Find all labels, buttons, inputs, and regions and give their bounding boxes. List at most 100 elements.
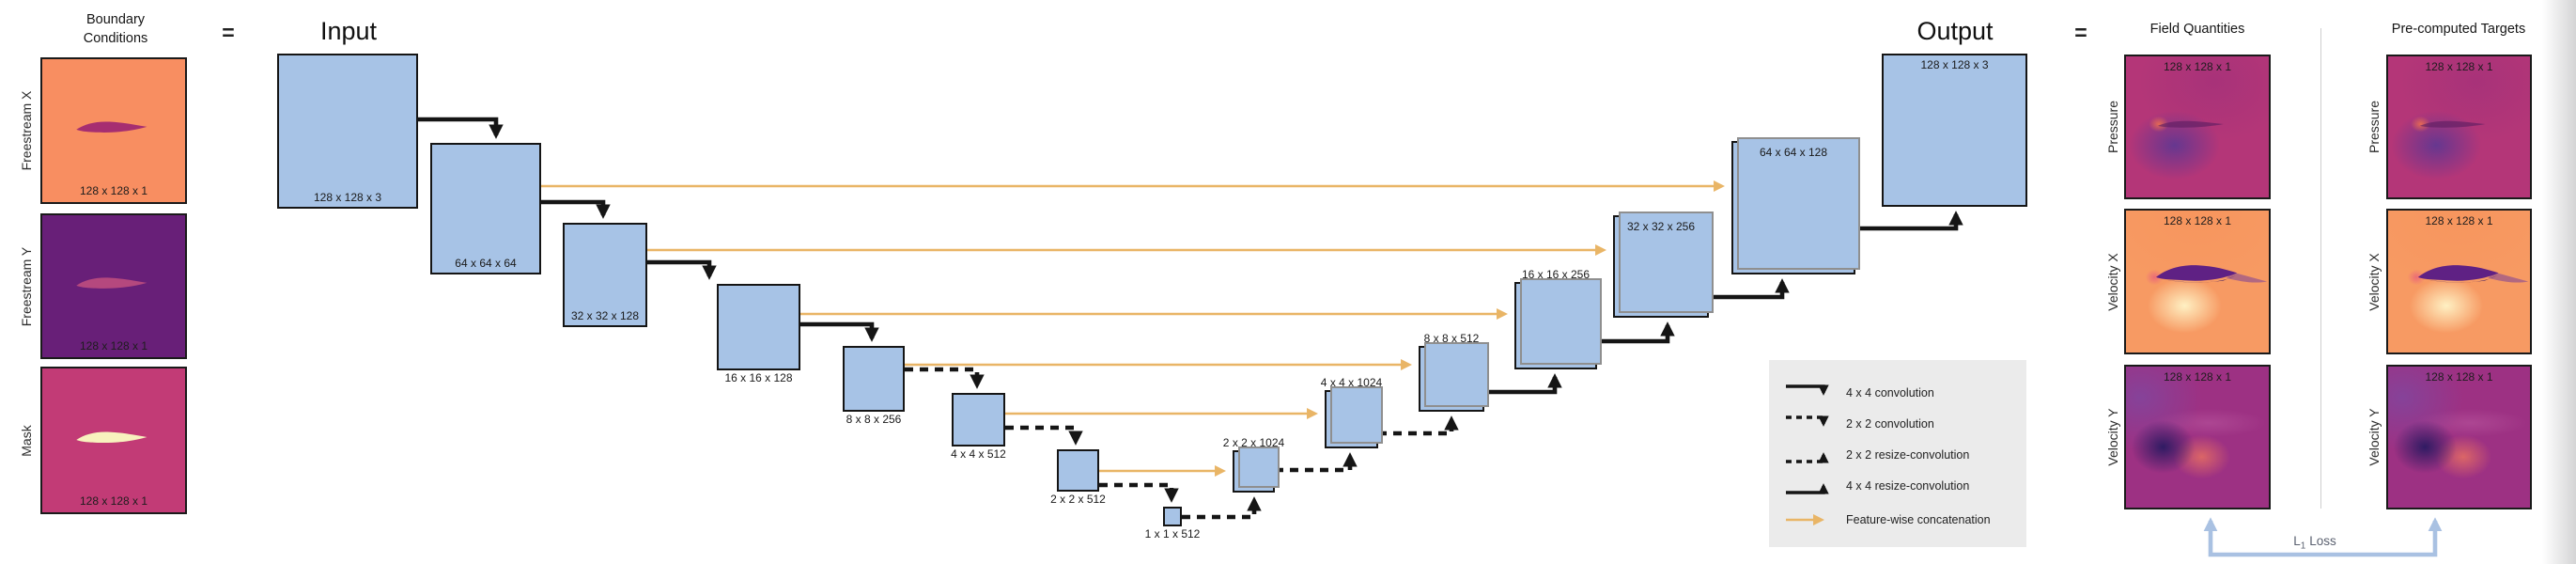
airfoil-silhouette-icon: [76, 121, 147, 133]
unet-block-16x16x256: 16 x 16 x 256: [1514, 268, 1602, 369]
resize-conv-2x2-arrows: [1182, 415, 1459, 520]
dashed-down-arrow-icon: [1786, 415, 1829, 427]
unet-block-64x64x128: 64 x 64 x 128: [1731, 137, 1860, 274]
airfoil-silhouette-icon: [2158, 120, 2225, 128]
boundary-title-line2: Conditions: [83, 30, 148, 46]
image-dim-label: 128 x 128 x 1: [2163, 60, 2232, 73]
unet-block-4x4x1024: 4 x 4 x 1024: [1321, 376, 1383, 448]
output-title: Output: [1916, 17, 1994, 45]
unet-block-32x32x128: 32 x 32 x 128: [563, 223, 647, 327]
freestream-x-label: Freestream X: [19, 90, 34, 171]
airfoil-silhouette-icon: [2418, 265, 2529, 283]
image-dim-label: 128 x 128 x 1: [2163, 370, 2232, 384]
target-velocity-y-label: Velocity Y: [2367, 408, 2382, 466]
skip-connection-lines: [541, 180, 1725, 477]
block-dim-label: 128 x 128 x 3: [1920, 58, 1989, 71]
legend-label: Feature-wise concatenation: [1846, 513, 1991, 526]
airfoil-silhouette-icon: [76, 277, 147, 289]
freestream-x-image: 128 x 128 x 1: [40, 57, 187, 204]
conv-4x4-arrows: [418, 117, 879, 342]
target-pressure-image: 128 x 128 x 1: [2386, 55, 2532, 199]
block-dim-label: 128 x 128 x 3: [313, 191, 382, 204]
block-dim-label: 32 x 32 x 128: [570, 309, 640, 322]
equals-sign-right: =: [2074, 20, 2087, 45]
solid-down-arrow-icon: [1786, 384, 1829, 396]
loss-rest: Loss: [2309, 534, 2336, 548]
block-dim-label: 4 x 4 x 512: [951, 447, 1006, 461]
l1-loss-label: L1 Loss: [2293, 534, 2336, 552]
field-velocity-x-label: Velocity X: [2105, 253, 2120, 311]
resize-conv-4x4-arrows: [1484, 211, 1963, 395]
legend-box: 4 x 4 convolution 2 x 2 convolution 2 x …: [1769, 360, 2026, 547]
field-quantities-title: Field Quantities: [2149, 22, 2245, 37]
image-dim-label: 128 x 128 x 1: [79, 339, 148, 352]
right-edge-fade: [2542, 0, 2576, 564]
field-pressure-image: 128 x 128 x 1: [2124, 55, 2271, 199]
loss-sub: 1: [2300, 540, 2306, 552]
image-dim-label: 128 x 128 x 1: [2425, 60, 2493, 73]
unet-block-2x2x1024: 2 x 2 x 1024: [1223, 436, 1284, 493]
legend-item-concatenation: Feature-wise concatenation: [1784, 509, 1991, 531]
field-velocity-y-image: 128 x 128 x 1: [2124, 365, 2271, 509]
l1-loss-connector: [2203, 517, 2443, 557]
target-velocity-x-label: Velocity X: [2367, 253, 2382, 311]
unet-block-64x64x64: 64 x 64 x 64: [430, 143, 541, 274]
target-velocity-x-image: 128 x 128 x 1: [2386, 209, 2532, 354]
solid-up-arrow-icon: [1786, 483, 1829, 494]
orange-right-arrow-icon: [1786, 514, 1824, 525]
mask-image: 128 x 128 x 1: [40, 367, 187, 514]
boundary-title-line1: Boundary: [85, 12, 146, 27]
block-dim-label: 16 x 16 x 128: [724, 371, 793, 384]
block-dim-label: 64 x 64 x 128: [1759, 146, 1828, 159]
legend-item-resize-conv4x4: 4 x 4 resize-convolution: [1784, 475, 1969, 497]
freestream-y-label: Freestream Y: [19, 246, 34, 327]
field-velocity-y-label: Velocity Y: [2105, 408, 2120, 466]
column-divider: [2320, 28, 2321, 509]
image-dim-label: 128 x 128 x 1: [2425, 214, 2493, 227]
unet-block-input-128x128x3: 128 x 128 x 3: [277, 54, 418, 209]
block-dim-label: 2 x 2 x 1024: [1222, 436, 1285, 449]
legend-label: 2 x 2 convolution: [1846, 417, 1934, 431]
unet-block-1x1x512: 1 x 1 x 512: [1145, 507, 1200, 540]
legend-item-conv2x2: 2 x 2 convolution: [1784, 413, 1934, 435]
airfoil-silhouette-icon: [76, 431, 147, 443]
unet-block-8x8x512: 8 x 8 x 512: [1419, 332, 1489, 412]
mask-label: Mask: [19, 425, 34, 457]
legend-label: 4 x 4 resize-convolution: [1846, 479, 1970, 493]
boundary-conditions-title: Boundary Conditions: [84, 11, 148, 48]
block-dim-label: 32 x 32 x 256: [1626, 220, 1696, 233]
image-dim-label: 128 x 128 x 1: [79, 184, 148, 197]
field-velocity-x-image: 128 x 128 x 1: [2124, 209, 2271, 354]
dashed-up-arrow-icon: [1786, 452, 1829, 463]
block-dim-label: 16 x 16 x 256: [1521, 268, 1591, 281]
legend-label: 4 x 4 convolution: [1846, 386, 1934, 400]
block-dim-label: 4 x 4 x 1024: [1320, 376, 1383, 389]
input-title: Input: [319, 17, 378, 45]
image-dim-label: 128 x 128 x 1: [2163, 214, 2232, 227]
field-pressure-label: Pressure: [2105, 100, 2120, 154]
airfoil-silhouette-icon: [2420, 120, 2486, 128]
unet-block-4x4x512: 4 x 4 x 512: [951, 393, 1006, 461]
target-pressure-label: Pressure: [2367, 100, 2382, 154]
unet-block-output-128x128x3: 128 x 128 x 3: [1882, 54, 2027, 207]
legend-label: 2 x 2 resize-convolution: [1846, 448, 1970, 462]
block-dim-label: 8 x 8 x 512: [1423, 332, 1480, 345]
image-dim-label: 128 x 128 x 1: [2425, 370, 2493, 384]
airfoil-silhouette-icon: [2156, 265, 2268, 283]
precomputed-targets-title: Pre-computed Targets: [2391, 22, 2526, 37]
block-dim-label: 64 x 64 x 64: [455, 257, 517, 270]
conv-2x2-arrows: [905, 367, 1179, 503]
image-dim-label: 128 x 128 x 1: [79, 494, 148, 508]
target-velocity-y-image: 128 x 128 x 1: [2386, 365, 2532, 509]
legend-item-conv4x4: 4 x 4 convolution: [1784, 382, 1934, 404]
unet-block-16x16x128: 16 x 16 x 128: [717, 284, 800, 384]
unet-block-8x8x256: 8 x 8 x 256: [843, 346, 905, 426]
block-dim-label: 2 x 2 x 512: [1050, 493, 1106, 506]
block-dim-label: 1 x 1 x 512: [1144, 527, 1201, 540]
loss-main: L: [2293, 534, 2301, 548]
freestream-y-image: 128 x 128 x 1: [40, 213, 187, 359]
equals-sign-left: =: [222, 20, 235, 45]
block-dim-label: 8 x 8 x 256: [846, 413, 902, 426]
